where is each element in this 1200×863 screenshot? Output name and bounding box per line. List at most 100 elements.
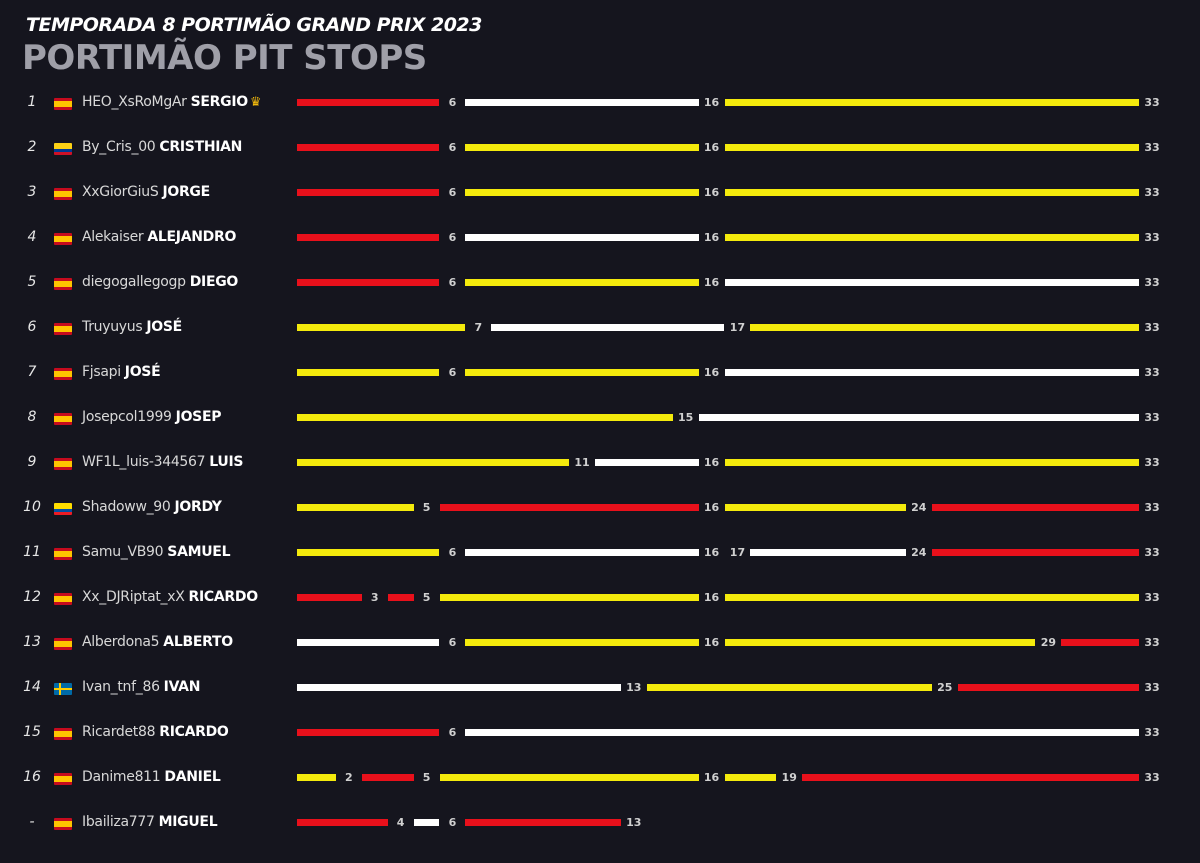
stint-bar-medium bbox=[297, 324, 466, 331]
driver-label: Fjsapi JOSÉ bbox=[82, 364, 161, 380]
lap-label: 16 bbox=[703, 591, 720, 604]
lap-label: 4 bbox=[396, 816, 405, 829]
lap-label: 16 bbox=[703, 546, 720, 559]
stint-bar-medium bbox=[465, 189, 699, 196]
lap-label: 6 bbox=[448, 816, 457, 829]
driver-label: By_Cris_00 CRISTHIAN bbox=[82, 139, 242, 155]
position-label: 15 bbox=[23, 724, 41, 740]
driver-label: diegogallegogp DIEGO bbox=[82, 274, 238, 290]
driver-username: Ricardet88 bbox=[82, 724, 156, 740]
table-row: 3 XxGiorGiuS JORGE 6 16 33 bbox=[0, 178, 1200, 208]
lap-label: 6 bbox=[448, 186, 457, 199]
stint-bar-medium bbox=[724, 234, 1139, 241]
driver-label: Xx_DJRiptat_xX RICARDO bbox=[82, 589, 258, 605]
flag-icon bbox=[54, 773, 72, 785]
lap-label: 3 bbox=[370, 591, 379, 604]
stint-bar-medium bbox=[724, 99, 1139, 106]
position-label: 9 bbox=[27, 454, 37, 470]
lap-label: 33 bbox=[1144, 771, 1160, 784]
lap-label: 5 bbox=[422, 591, 431, 604]
lap-label: 16 bbox=[703, 231, 720, 244]
flag-icon bbox=[54, 548, 72, 560]
lap-label: 25 bbox=[937, 681, 953, 694]
position-label: 5 bbox=[27, 274, 37, 290]
lap-label: 16 bbox=[703, 276, 720, 289]
driver-username: Samu_VB90 bbox=[82, 544, 164, 560]
lap-label: 16 bbox=[703, 771, 720, 784]
position-label: - bbox=[29, 814, 35, 830]
lap-label: 2 bbox=[344, 771, 353, 784]
lap-label: 33 bbox=[1144, 141, 1160, 154]
lap-label: 5 bbox=[422, 501, 431, 514]
driver-label: Truyuyus JOSÉ bbox=[82, 319, 182, 335]
position-label: 3 bbox=[27, 184, 37, 200]
stint-bar-medium bbox=[297, 414, 673, 421]
driver-label: Alberdona5 ALBERTO bbox=[82, 634, 233, 650]
driver-username: Truyuyus bbox=[82, 319, 143, 335]
lap-label: 19 bbox=[781, 771, 797, 784]
stint-bar-medium bbox=[724, 594, 1139, 601]
stint-bar-medium bbox=[297, 459, 569, 466]
lap-label: 16 bbox=[703, 141, 720, 154]
lap-label: 24 bbox=[911, 546, 927, 559]
driver-label: HEO_XsRoMgAr SERGIO ♛ bbox=[82, 94, 262, 110]
lap-label: 33 bbox=[1144, 726, 1160, 739]
driver-username: XxGiorGiuS bbox=[82, 184, 159, 200]
position-label: 7 bbox=[27, 364, 37, 380]
chart-subtitle: PORTIMÃO PIT STOPS bbox=[22, 38, 427, 78]
position-label: 6 bbox=[27, 319, 37, 335]
lap-label: 13 bbox=[626, 681, 642, 694]
flag-icon bbox=[54, 368, 72, 380]
stint-bar-soft bbox=[439, 504, 699, 511]
driver-username: Fjsapi bbox=[82, 364, 121, 380]
driver-username: Ibailiza777 bbox=[82, 814, 155, 830]
stint-bar-soft bbox=[1061, 639, 1139, 646]
stint-bar-hard bbox=[465, 729, 1139, 736]
stint-bar-soft bbox=[297, 189, 440, 196]
lap-label: 33 bbox=[1144, 96, 1160, 109]
stint-bar-hard bbox=[750, 549, 906, 556]
lap-label: 11 bbox=[574, 456, 590, 469]
stint-bar-soft bbox=[802, 774, 1139, 781]
lap-label: 6 bbox=[448, 546, 457, 559]
lap-label: 33 bbox=[1144, 231, 1160, 244]
table-row: 7 Fjsapi JOSÉ 6 16 33 bbox=[0, 358, 1200, 388]
driver-name: JORDY bbox=[174, 499, 222, 515]
driver-name: LUIS bbox=[209, 454, 244, 470]
position-label: 1 bbox=[27, 94, 37, 110]
lap-label: 33 bbox=[1144, 636, 1160, 649]
stint-bar-medium bbox=[297, 369, 440, 376]
stint-bar-hard bbox=[465, 99, 699, 106]
stint-bar-medium bbox=[724, 504, 906, 511]
driver-name: RICARDO bbox=[159, 724, 229, 740]
stint-bar-soft bbox=[297, 594, 362, 601]
lap-label: 33 bbox=[1144, 411, 1160, 424]
stint-bar-soft bbox=[387, 594, 414, 601]
stint-bar-medium bbox=[724, 774, 777, 781]
driver-name: DIEGO bbox=[189, 274, 239, 290]
table-row: 14 Ivan_tnf_86 IVAN 13 25 33 bbox=[0, 673, 1200, 703]
driver-username: By_Cris_00 bbox=[82, 139, 156, 155]
driver-username: Ivan_tnf_86 bbox=[82, 679, 160, 695]
table-row: - Ibailiza777 MIGUEL 4 6 13 bbox=[0, 808, 1200, 838]
position-label: 8 bbox=[27, 409, 37, 425]
driver-label: XxGiorGiuS JORGE bbox=[82, 184, 210, 200]
lap-label: 16 bbox=[703, 456, 720, 469]
stint-bar-soft bbox=[297, 819, 388, 826]
stint-bar-medium bbox=[724, 144, 1139, 151]
driver-label: Ivan_tnf_86 IVAN bbox=[82, 679, 200, 695]
table-row: 10 Shadoww_90 JORDY 5 16 24 33 bbox=[0, 493, 1200, 523]
lap-label: 33 bbox=[1144, 681, 1160, 694]
position-label: 12 bbox=[23, 589, 41, 605]
stint-bar-soft bbox=[361, 774, 414, 781]
flag-icon bbox=[54, 638, 72, 650]
flag-icon bbox=[54, 728, 72, 740]
position-label: 13 bbox=[23, 634, 41, 650]
stint-bar-medium bbox=[439, 594, 699, 601]
stint-bar-soft bbox=[931, 549, 1139, 556]
lap-label: 6 bbox=[448, 141, 457, 154]
driver-username: Josepcol1999 bbox=[82, 409, 172, 425]
stint-bar-soft bbox=[957, 684, 1139, 691]
driver-name: SAMUEL bbox=[167, 544, 231, 560]
stint-bar-hard bbox=[465, 234, 699, 241]
